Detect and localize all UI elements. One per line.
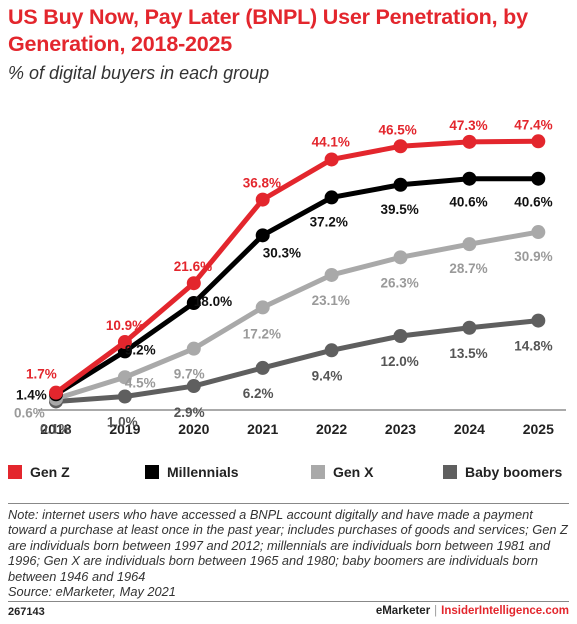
legend-swatch-genz bbox=[8, 465, 22, 479]
data-point-genx-2020 bbox=[186, 341, 201, 356]
data-point-millennials-2024 bbox=[462, 171, 477, 186]
data-point-boomers-2022 bbox=[324, 343, 339, 358]
data-point-genz-2019 bbox=[117, 335, 132, 350]
data-label-boomers-2023: 12.0% bbox=[381, 354, 419, 369]
data-label-millennials-2018: 1.4% bbox=[16, 387, 47, 402]
data-point-genz-2024 bbox=[462, 134, 477, 149]
legend-item-boomers: Baby boomers bbox=[443, 464, 562, 480]
legend-item-genx: Gen X bbox=[311, 464, 373, 480]
data-point-boomers-2023 bbox=[393, 329, 408, 343]
data-point-genx-2022 bbox=[324, 267, 339, 282]
data-point-genz-2022 bbox=[324, 152, 339, 167]
brand-site[interactable]: InsiderIntelligence.com bbox=[441, 605, 569, 617]
brand-separator: | bbox=[434, 605, 438, 617]
data-point-genx-2024 bbox=[462, 237, 477, 252]
x-tick-label-2022: 2022 bbox=[316, 421, 347, 437]
legend: Gen Z Millennials Gen X Baby boomers bbox=[8, 464, 568, 488]
data-label-millennials-2022: 37.2% bbox=[310, 214, 348, 229]
data-label-millennials-2025: 40.6% bbox=[514, 195, 552, 210]
data-point-millennials-2022 bbox=[324, 190, 339, 205]
footer-brand: eMarketer | InsiderIntelligence.com bbox=[376, 605, 569, 617]
data-point-boomers-2019 bbox=[117, 389, 132, 404]
chart-title: US Buy Now, Pay Later (BNPL) User Penetr… bbox=[8, 5, 528, 56]
data-point-boomers-2021 bbox=[255, 360, 270, 375]
data-label-millennials-2024: 40.6% bbox=[449, 195, 487, 210]
data-label-genz-2022: 44.1% bbox=[312, 134, 350, 149]
data-label-genx-2025: 30.9% bbox=[514, 249, 552, 264]
data-label-genz-2018: 1.7% bbox=[26, 367, 57, 382]
line-chart: 2018 2019 2020 2021 2022 2023 2024 2025 0.1% 1.0%… bbox=[14, 117, 566, 437]
data-point-genx-2021 bbox=[255, 300, 270, 315]
data-label-genz-2021: 36.8% bbox=[243, 176, 281, 191]
data-label-genz-2024: 47.3% bbox=[449, 118, 487, 133]
data-label-millennials-2020: 18.0% bbox=[194, 294, 232, 309]
legend-label-boomers: Baby boomers bbox=[465, 464, 563, 480]
data-point-boomers-2020 bbox=[186, 379, 201, 394]
x-tick-label-2024: 2024 bbox=[454, 421, 485, 437]
data-label-genz-2020: 21.6% bbox=[174, 259, 212, 274]
data-point-millennials-2023 bbox=[393, 177, 408, 192]
data-label-genx-2018: 0.6% bbox=[14, 406, 45, 421]
data-label-genx-2022: 23.1% bbox=[312, 293, 350, 308]
x-tick-label-2018: 2018 bbox=[40, 421, 71, 437]
legend-label-genz: Gen Z bbox=[30, 464, 70, 480]
data-label-boomers-2021: 6.2% bbox=[243, 386, 274, 401]
legend-label-millennials: Millennials bbox=[167, 464, 239, 480]
chart-note: Note: internet users who have accessed a… bbox=[8, 507, 570, 599]
legend-label-genx: Gen X bbox=[333, 464, 374, 480]
data-point-genx-2025 bbox=[531, 225, 546, 240]
legend-swatch-boomers bbox=[443, 465, 457, 479]
data-label-genx-2020: 9.7% bbox=[174, 367, 205, 382]
data-point-millennials-2021 bbox=[255, 228, 270, 243]
data-label-boomers-2024: 13.5% bbox=[449, 346, 487, 361]
x-tick-label-2020: 2020 bbox=[178, 421, 209, 437]
brand-name: eMarketer bbox=[375, 605, 431, 617]
source-text: Source: eMarketer, May 2021 bbox=[8, 584, 176, 600]
data-label-boomers-2020: 2.9% bbox=[174, 405, 205, 420]
data-label-millennials-2023: 39.5% bbox=[381, 202, 419, 217]
data-point-genz-2023 bbox=[393, 139, 408, 154]
data-label-genz-2023: 46.5% bbox=[379, 122, 417, 137]
data-point-genz-2025 bbox=[531, 134, 546, 149]
data-point-boomers-2025 bbox=[531, 313, 546, 328]
data-label-genx-2023: 26.3% bbox=[381, 275, 419, 290]
note-text: Note: internet users who have accessed a… bbox=[8, 507, 568, 584]
data-point-boomers-2024 bbox=[462, 320, 477, 335]
note-divider bbox=[8, 503, 569, 504]
x-tick-label-2025: 2025 bbox=[523, 421, 554, 437]
data-label-boomers-2018: 0.1% bbox=[40, 421, 71, 436]
data-label-genx-2021: 17.2% bbox=[243, 326, 281, 341]
series-line-genz bbox=[53, 138, 541, 396]
series-line-genx bbox=[53, 229, 541, 402]
data-label-boomers-2022: 9.4% bbox=[312, 368, 343, 383]
legend-item-millennials: Millennials bbox=[145, 464, 239, 480]
data-point-genx-2019 bbox=[117, 370, 132, 385]
data-point-genz-2021 bbox=[255, 192, 270, 207]
data-label-boomers-2019: 1.0% bbox=[107, 415, 138, 430]
x-tick-label-2019: 2019 bbox=[109, 421, 140, 437]
chart-id: 267143 bbox=[8, 606, 45, 618]
data-point-genz-2018 bbox=[49, 385, 63, 400]
data-label-boomers-2025: 14.8% bbox=[514, 339, 552, 354]
series-line-boomers bbox=[53, 318, 541, 404]
legend-swatch-genx bbox=[311, 465, 325, 479]
data-label-genz-2019: 10.9% bbox=[106, 318, 144, 333]
data-label-genx-2024: 28.7% bbox=[449, 261, 487, 276]
legend-swatch-millennials bbox=[145, 465, 159, 479]
x-tick-label-2021: 2021 bbox=[247, 421, 278, 437]
legend-item-genz: Gen Z bbox=[8, 464, 70, 480]
x-tick-label-2023: 2023 bbox=[385, 421, 416, 437]
data-point-millennials-2025 bbox=[531, 171, 546, 186]
series-line-millennials bbox=[53, 176, 541, 397]
data-label-genz-2025: 47.4% bbox=[514, 117, 552, 132]
data-point-genx-2023 bbox=[393, 250, 408, 265]
data-label-millennials-2019: 9.2% bbox=[125, 342, 156, 357]
data-label-genx-2019: 4.5% bbox=[125, 375, 156, 390]
data-point-genz-2020 bbox=[186, 276, 201, 291]
footer-divider bbox=[8, 601, 569, 602]
data-point-millennials-2020 bbox=[186, 296, 201, 310]
data-label-millennials-2021: 30.3% bbox=[263, 245, 301, 260]
chart-subtitle: % of digital buyers in each group bbox=[8, 63, 270, 83]
